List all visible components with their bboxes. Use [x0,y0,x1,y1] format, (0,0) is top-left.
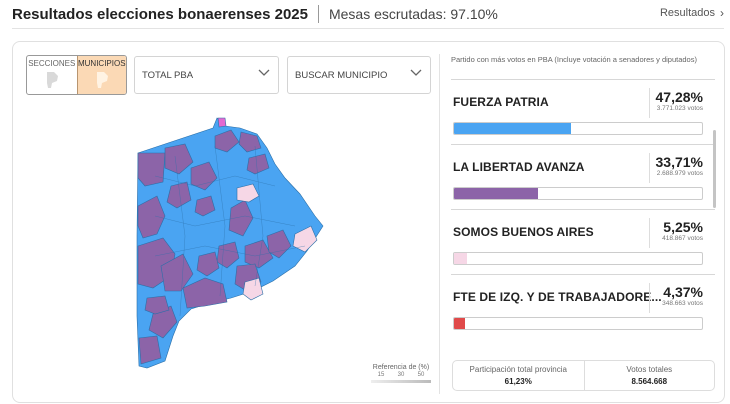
party-progress-bar [453,187,703,200]
party-row-divider [649,218,650,248]
party-row-divider [649,88,650,118]
party-row-divider [649,153,650,183]
party-votes: 348.663 votos [662,300,703,307]
toggle-secciones-label: SECCIONES [28,59,76,68]
total-votes-label: Votos totales [626,365,673,374]
map-reference-bar [371,380,431,383]
party-progress-fill [454,123,572,134]
view-toggle: SECCIONES MUNICIPIOS [26,55,127,95]
total-votes-value: 8.564.668 [631,377,668,386]
party-percent: 33,71% [655,154,703,170]
party-votes: 418.867 votos [662,235,703,242]
party-progress-fill [454,318,465,329]
map-reference: Referencia de (%) 15 30 50 [371,364,431,383]
map-reference-label: Referencia de (%) [372,364,430,371]
party-name: FTE DE IZQ. Y DE TRABAJADORE... [453,290,662,304]
party-row-divider [649,283,650,313]
title-divider [317,5,319,23]
municipality-map-icon [96,72,108,88]
party-votes: 2.688.979 votos [656,170,703,177]
party-name: SOMOS BUENOS AIRES [453,225,594,239]
party-row[interactable]: LA LIBERTAD AVANZA 33,71% 2.688.979 voto… [451,144,715,209]
province-map-icon [46,72,58,88]
page-title: Resultados elecciones bonaerenses 2025 [12,5,308,23]
scrutiny-status: Mesas escrutadas: 97.10% [328,6,498,22]
participation-cell: Participación total provincia 61,23% [453,361,584,390]
party-progress-bar [453,252,703,265]
party-row[interactable]: FUERZA PATRIA 47,28% 3.771.023 votos [451,79,715,144]
region-select-value: TOTAL PBA [142,69,194,81]
party-percent: 5,25% [663,219,703,235]
party-percent: 47,28% [655,89,703,105]
reference-tick: 15 [377,372,385,378]
party-list: FUERZA PATRIA 47,28% 3.771.023 votos LA … [451,79,715,341]
toggle-municipios-label: MUNICIPIOS [77,59,126,68]
party-name: FUERZA PATRIA [453,95,549,109]
header-divider [12,28,724,29]
chevron-down-icon [258,69,270,76]
results-panel-title: Partido con más votos en PBA (Incluye vo… [451,55,697,64]
region-select[interactable]: TOTAL PBA [134,56,279,94]
municipality-select-value: BUSCAR MUNICIPIO [295,69,388,81]
party-percent: 4,37% [663,284,703,300]
party-progress-bar [453,122,703,135]
toggle-municipios[interactable]: MUNICIPIOS [76,56,126,94]
map-reference-scale: 15 30 50 [371,372,431,378]
reference-tick: 30 [397,372,405,378]
page-header: Resultados elecciones bonaerenses 2025 M… [12,0,724,28]
province-map-municipalities [136,117,324,369]
chevron-down-icon [410,69,422,76]
party-list-scrollbar[interactable] [713,130,716,208]
results-link-label: Resultados [659,7,715,19]
reference-tick: 50 [417,372,425,378]
toggle-secciones[interactable]: SECCIONES [27,56,77,94]
party-row[interactable]: SOMOS BUENOS AIRES 5,25% 418.867 votos [451,209,715,274]
province-map[interactable] [135,116,330,371]
participation-value: 61,23% [504,377,532,386]
party-votes: 3.771.023 votos [656,105,703,112]
party-name: LA LIBERTAD AVANZA [453,160,585,174]
party-progress-fill [454,188,538,199]
panel-divider [439,54,440,394]
results-card: SECCIONES MUNICIPIOS TOTAL PBA BUSCAR MU… [12,41,725,403]
total-votes-cell: Votos totales 8.564.668 [583,361,715,390]
party-progress-bar [453,317,703,330]
results-link[interactable]: Resultados › [660,6,724,20]
participation-label: Participación total provincia [469,365,567,374]
chevron-right-icon: › [720,6,724,20]
party-row[interactable]: FTE DE IZQ. Y DE TRABAJADORE... 4,37% 34… [451,274,715,339]
summary-box: Participación total provincia 61,23% Vot… [452,360,715,391]
party-progress-fill [454,253,468,264]
municipality-search-select[interactable]: BUSCAR MUNICIPIO [287,56,431,94]
